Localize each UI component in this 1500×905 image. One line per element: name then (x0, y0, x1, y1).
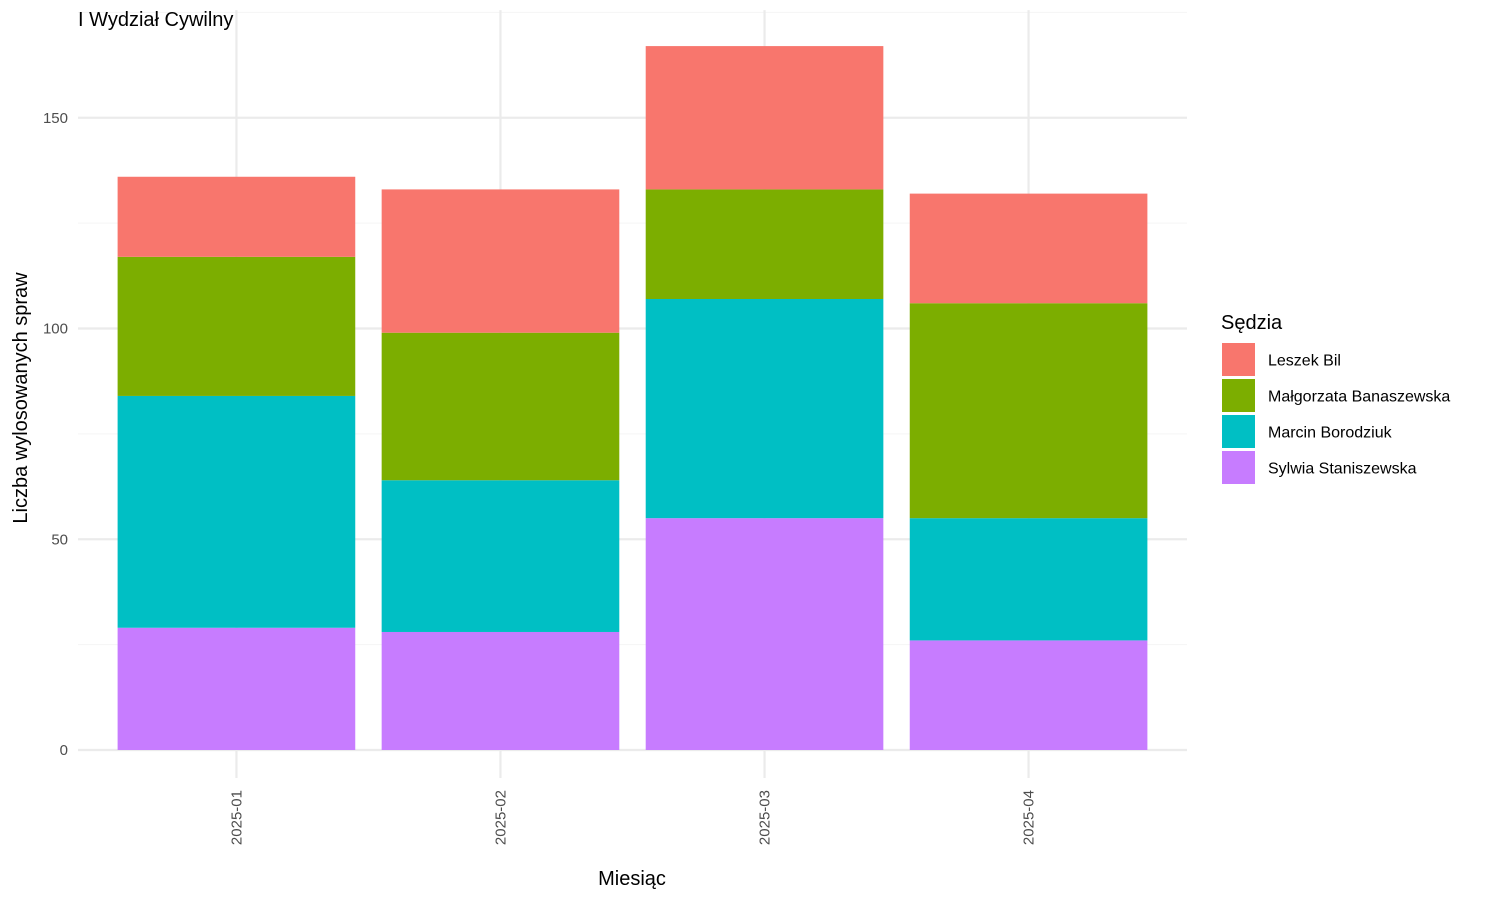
bar-segment (645, 518, 884, 750)
y-axis-title: Liczba wylosowanych spraw (10, 272, 32, 524)
bar-segment (381, 480, 620, 632)
y-tick-label: 50 (51, 531, 68, 548)
legend: Leszek Bil Małgorzata Banaszewska Marcin B… (1222, 343, 1450, 484)
bar-segment (117, 256, 356, 396)
legend-label: Małgorzata Banaszewska (1268, 389, 1450, 406)
legend-label: Marcin Borodziuk (1268, 425, 1393, 442)
legend-title: Sędzia (1221, 312, 1283, 334)
legend-key (1222, 379, 1255, 412)
axis-layer: 0 50 100 150 2025-01 2025-02 2025-03 2025-04 (43, 110, 1038, 845)
legend-key (1222, 343, 1255, 376)
bar-segment (381, 631, 620, 750)
bar-segment (117, 176, 356, 257)
y-tick-label: 150 (43, 110, 68, 127)
bar-segment (645, 46, 884, 190)
x-tick-label: 2025-03 (757, 790, 774, 845)
legend-label: Sylwia Staniszewska (1268, 461, 1417, 478)
x-axis-title: Miesiąc (598, 868, 666, 890)
bar-segment (381, 189, 620, 333)
bars-layer (117, 46, 1148, 750)
legend-key (1222, 415, 1255, 448)
x-tick-label: 2025-02 (492, 790, 509, 845)
x-tick-label: 2025-04 (1021, 790, 1038, 845)
bar-segment (645, 189, 884, 299)
y-tick-label: 100 (43, 321, 68, 338)
bar-segment (909, 303, 1148, 519)
legend-key (1222, 451, 1255, 484)
legend-label: Leszek Bil (1268, 353, 1341, 370)
y-tick-label: 0 (60, 742, 68, 759)
chart-title: I Wydział Cywilny (78, 9, 233, 31)
bar-segment (909, 640, 1148, 750)
bar-segment (909, 193, 1148, 304)
bar-segment (117, 627, 356, 750)
bar-segment (645, 298, 884, 519)
bar-segment (909, 518, 1148, 641)
x-tick-label: 2025-01 (228, 790, 245, 845)
bar-segment (117, 395, 356, 628)
bar-segment (381, 332, 620, 481)
